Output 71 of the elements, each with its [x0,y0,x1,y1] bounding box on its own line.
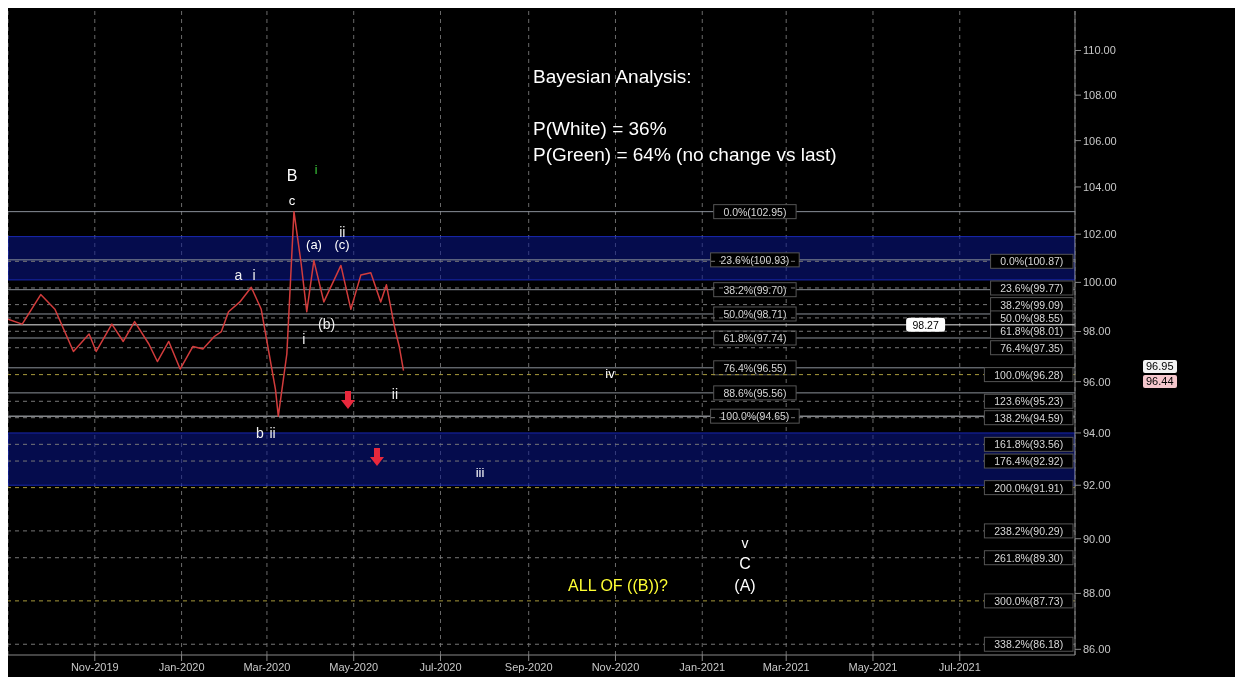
ref-line-label: 88.6%(95.56) [723,386,787,399]
y-tick-label: 106.00 [1083,134,1117,147]
annotation: i [302,330,306,347]
ref-line-label: 100.0%(94.65) [720,410,790,423]
x-tick-label: Jul-2021 [938,660,981,673]
ref-line-label: 200.0%(91.91) [994,481,1064,494]
annotation: i [252,267,256,284]
annotation: (a) [306,236,322,252]
ref-line-label: 100.0%(96.28) [994,368,1064,381]
y-tick-label: 104.00 [1083,180,1117,193]
ref-line-label: 0.0%(102.95) [723,205,787,218]
ref-line-label: 76.4%(97.35) [1000,341,1064,354]
x-tick-label: Jan-2020 [158,660,205,673]
ref-line-label: 238.2%(90.29) [994,524,1064,537]
x-tick-label: Sep-2020 [504,660,553,673]
ref-line-label: 61.8%(98.01) [1000,325,1064,338]
x-tick-label: Mar-2020 [243,660,291,673]
y-tick-label: 100.00 [1083,276,1117,289]
annotation: ii [269,424,276,441]
annotation: b [255,424,264,441]
ref-line-label: 176.4%(92.92) [994,455,1064,468]
x-tick-label: Nov-2020 [591,660,640,673]
y-tick-label: 102.00 [1083,228,1117,241]
annotation: i [314,163,318,177]
x-tick-label: May-2021 [848,660,898,673]
x-tick-label: Nov-2019 [70,660,119,673]
annotation: a [234,267,243,284]
x-tick-label: May-2020 [329,660,379,673]
x-tick-label: Jul-2020 [419,660,462,673]
annotation: (A) [734,577,756,595]
line-series [8,210,405,417]
ref-line-label: 23.6%(99.77) [1000,281,1064,294]
y-tick-label: 86.00 [1083,643,1111,656]
ref-line-label: 76.4%(96.55) [723,361,787,374]
y-tick-label: 90.00 [1083,532,1111,545]
y-tick-label: 92.00 [1083,479,1111,492]
annotation: ALL OF ((B))? [568,577,668,595]
annotation: v [741,535,749,551]
annotation: c [288,192,296,208]
annotation: Bayesian Analysis: [533,65,693,89]
ref-line-label: 61.8%(97.74) [723,332,787,344]
ref-line-label: 23.6%(100.93) [720,253,790,266]
annotation: P(White) = 36% [533,117,668,141]
x-tick-label: Mar-2021 [762,660,810,673]
ref-line-label: 300.0%(87.73) [994,594,1064,607]
ref-line-label: 0.0%(100.87) [1000,255,1064,268]
ref-line-label: 123.6%(95.23) [994,395,1064,408]
ref-line-label: 98.27 [912,318,939,331]
ref-line-label: 38.2%(99.09) [1000,298,1064,311]
ref-line-label: 138.2%(94.59) [994,411,1064,424]
ref-line-label: 50.0%(98.55) [1000,311,1064,324]
annotation: iv [605,365,615,381]
annotation: B [286,167,298,185]
text: 96.44 [1143,375,1177,388]
y-tick-label: 88.00 [1083,587,1111,600]
annotation: C [739,555,751,573]
ref-line-label: 161.8%(93.56) [994,438,1064,451]
y-tick-label: 94.00 [1083,426,1111,439]
y-tick-label: 98.00 [1083,325,1111,338]
ref-line-label: 38.2%(99.70) [723,283,787,296]
ref-line-label: 338.2%(86.18) [994,638,1064,651]
y-tick-label: 96.00 [1083,375,1111,388]
annotation: P(Green) = 64% (no change vs last) [533,143,837,167]
annotation: iii [475,464,485,480]
ref-line-label: 50.0%(98.71) [723,307,787,320]
y-tick-label: 108.00 [1083,89,1117,102]
text: 96.95 [1143,360,1177,373]
annotation: ii [391,386,399,403]
y-tick-label: 110.00 [1083,44,1116,57]
ref-line-label: 261.8%(89.30) [994,551,1064,564]
x-tick-label: Jan-2021 [679,660,726,673]
